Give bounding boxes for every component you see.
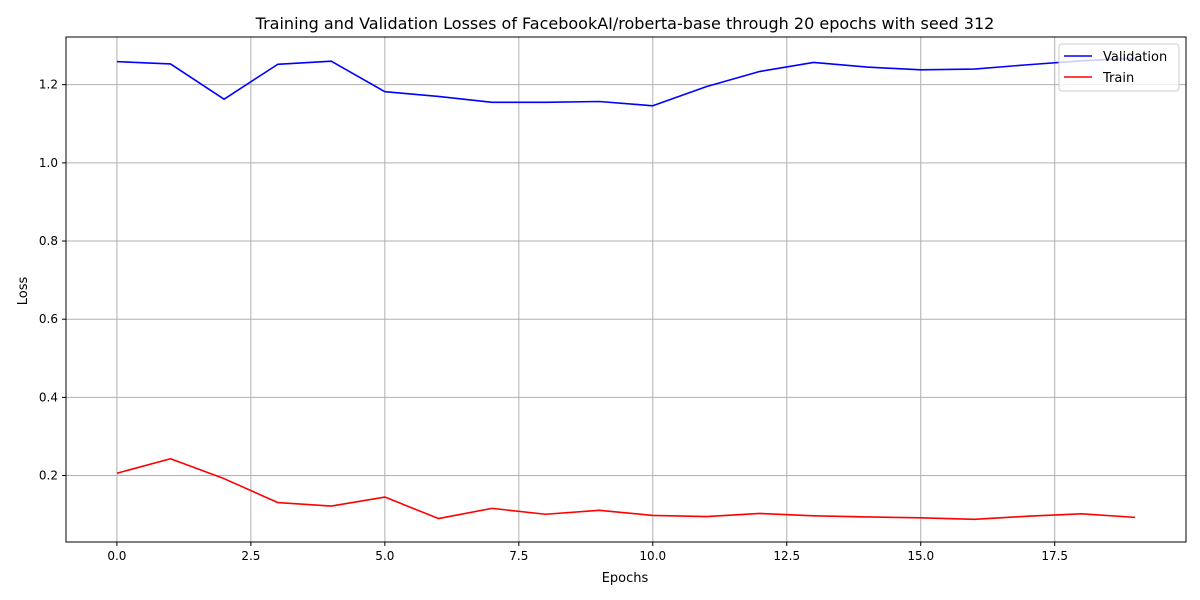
y-tick-label: 0.2 xyxy=(39,469,58,483)
y-tick-label: 1.0 xyxy=(39,156,58,170)
axes-frame xyxy=(65,36,1187,543)
legend-label-train: Train xyxy=(1102,71,1134,86)
y-tick-label: 0.8 xyxy=(39,234,58,248)
x-tick-label: 5.0 xyxy=(375,549,394,563)
x-tick-label: 2.5 xyxy=(241,549,260,563)
y-axis-label: Loss xyxy=(16,277,31,306)
x-tick-label: 10.0 xyxy=(639,549,666,563)
y-tick-label: 0.6 xyxy=(39,312,58,326)
y-tick-label: 1.2 xyxy=(39,78,58,92)
legend: Validation Train xyxy=(1058,43,1180,92)
series-lines xyxy=(116,57,1136,521)
train-series-line xyxy=(116,457,1136,521)
x-axis-label: Epochs xyxy=(602,571,649,586)
x-tick-label: 12.5 xyxy=(773,549,800,563)
legend-label-validation: Validation xyxy=(1103,50,1167,65)
chart-title: Training and Validation Losses of Facebo… xyxy=(255,14,995,33)
validation-series-line xyxy=(116,57,1136,107)
x-tick-label: 15.0 xyxy=(907,549,934,563)
x-tick-label: 7.5 xyxy=(509,549,528,563)
y-axis-ticks: 0.2 0.4 0.6 0.8 1.0 1.2 xyxy=(39,78,66,483)
y-tick-label: 0.4 xyxy=(39,390,58,404)
grid xyxy=(66,37,1186,542)
x-axis-ticks: 0.0 2.5 5.0 7.5 10.0 12.5 15.0 17.5 xyxy=(107,542,1068,563)
x-tick-label: 17.5 xyxy=(1041,549,1068,563)
x-tick-label: 0.0 xyxy=(107,549,126,563)
